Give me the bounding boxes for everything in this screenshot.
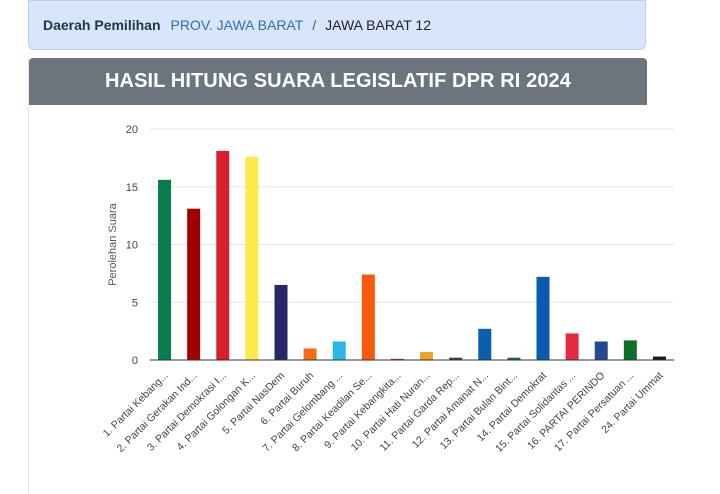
bar[interactable] xyxy=(536,276,550,360)
breadcrumb-current: JAWA BARAT 12 xyxy=(325,17,431,33)
bar[interactable] xyxy=(623,340,637,360)
bar[interactable] xyxy=(245,156,259,360)
chart-bars xyxy=(158,150,666,360)
bar[interactable] xyxy=(390,358,404,360)
y-tick-label: 10 xyxy=(126,240,138,252)
y-tick-label: 5 xyxy=(132,297,138,309)
y-tick-label: 15 xyxy=(126,182,138,194)
y-axis-title: Perolehan Suara xyxy=(107,202,119,285)
breadcrumb: Daerah Pemilihan PROV. JAWA BARAT / JAWA… xyxy=(28,0,646,50)
bar[interactable] xyxy=(361,274,375,360)
breadcrumb-province-link[interactable]: PROV. JAWA BARAT xyxy=(170,17,304,33)
card-title: HASIL HITUNG SUARA LEGISLATIF DPR RI 202… xyxy=(29,58,647,105)
bar[interactable] xyxy=(565,333,579,360)
breadcrumb-separator: / xyxy=(312,17,317,33)
bar[interactable] xyxy=(507,357,521,360)
chart-grid xyxy=(150,128,674,303)
bar[interactable] xyxy=(594,341,608,360)
bar[interactable] xyxy=(187,208,201,360)
bar[interactable] xyxy=(303,348,317,360)
bar[interactable] xyxy=(158,179,172,360)
bar[interactable] xyxy=(652,356,666,360)
y-tick-label: 0 xyxy=(132,355,138,367)
bar[interactable] xyxy=(420,351,434,360)
bar[interactable] xyxy=(274,284,288,360)
results-card: HASIL HITUNG SUARA LEGISLATIF DPR RI 202… xyxy=(28,58,647,494)
bar[interactable] xyxy=(216,150,230,360)
y-tick-label: 20 xyxy=(126,124,138,136)
bar[interactable] xyxy=(332,341,346,360)
bar[interactable] xyxy=(449,357,463,360)
breadcrumb-label: Daerah Pemilihan xyxy=(43,17,161,33)
bar[interactable] xyxy=(478,328,492,360)
